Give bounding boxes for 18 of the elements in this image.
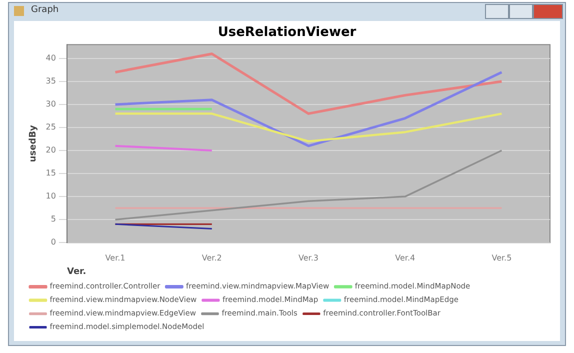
x-tick-label: Ver.1 xyxy=(105,253,126,262)
y-tick-label: 5 xyxy=(50,214,56,224)
x-tick-label: Ver.2 xyxy=(202,253,222,262)
y-tick-label: 10 xyxy=(46,192,56,201)
x-axis-title: Ver. xyxy=(66,266,86,277)
y-tick-label: 30 xyxy=(46,100,56,109)
y-axis-title: usedBy xyxy=(28,124,39,162)
text: Graph xyxy=(31,5,59,15)
y-tick-label: 15 xyxy=(46,168,56,178)
chart-title: UseRelationViewer xyxy=(218,25,357,40)
y-tick-label: 20 xyxy=(46,146,56,155)
x-tick-label: Ver.5 xyxy=(492,253,512,262)
x-tick-label: Ver.4 xyxy=(395,253,416,262)
x-tick-label: Ver.3 xyxy=(298,253,318,262)
y-tick-label: 25 xyxy=(46,122,56,132)
y-tick-label: 0 xyxy=(50,238,56,247)
y-tick-label: 40 xyxy=(46,53,56,62)
y-tick-label: 35 xyxy=(46,76,56,86)
